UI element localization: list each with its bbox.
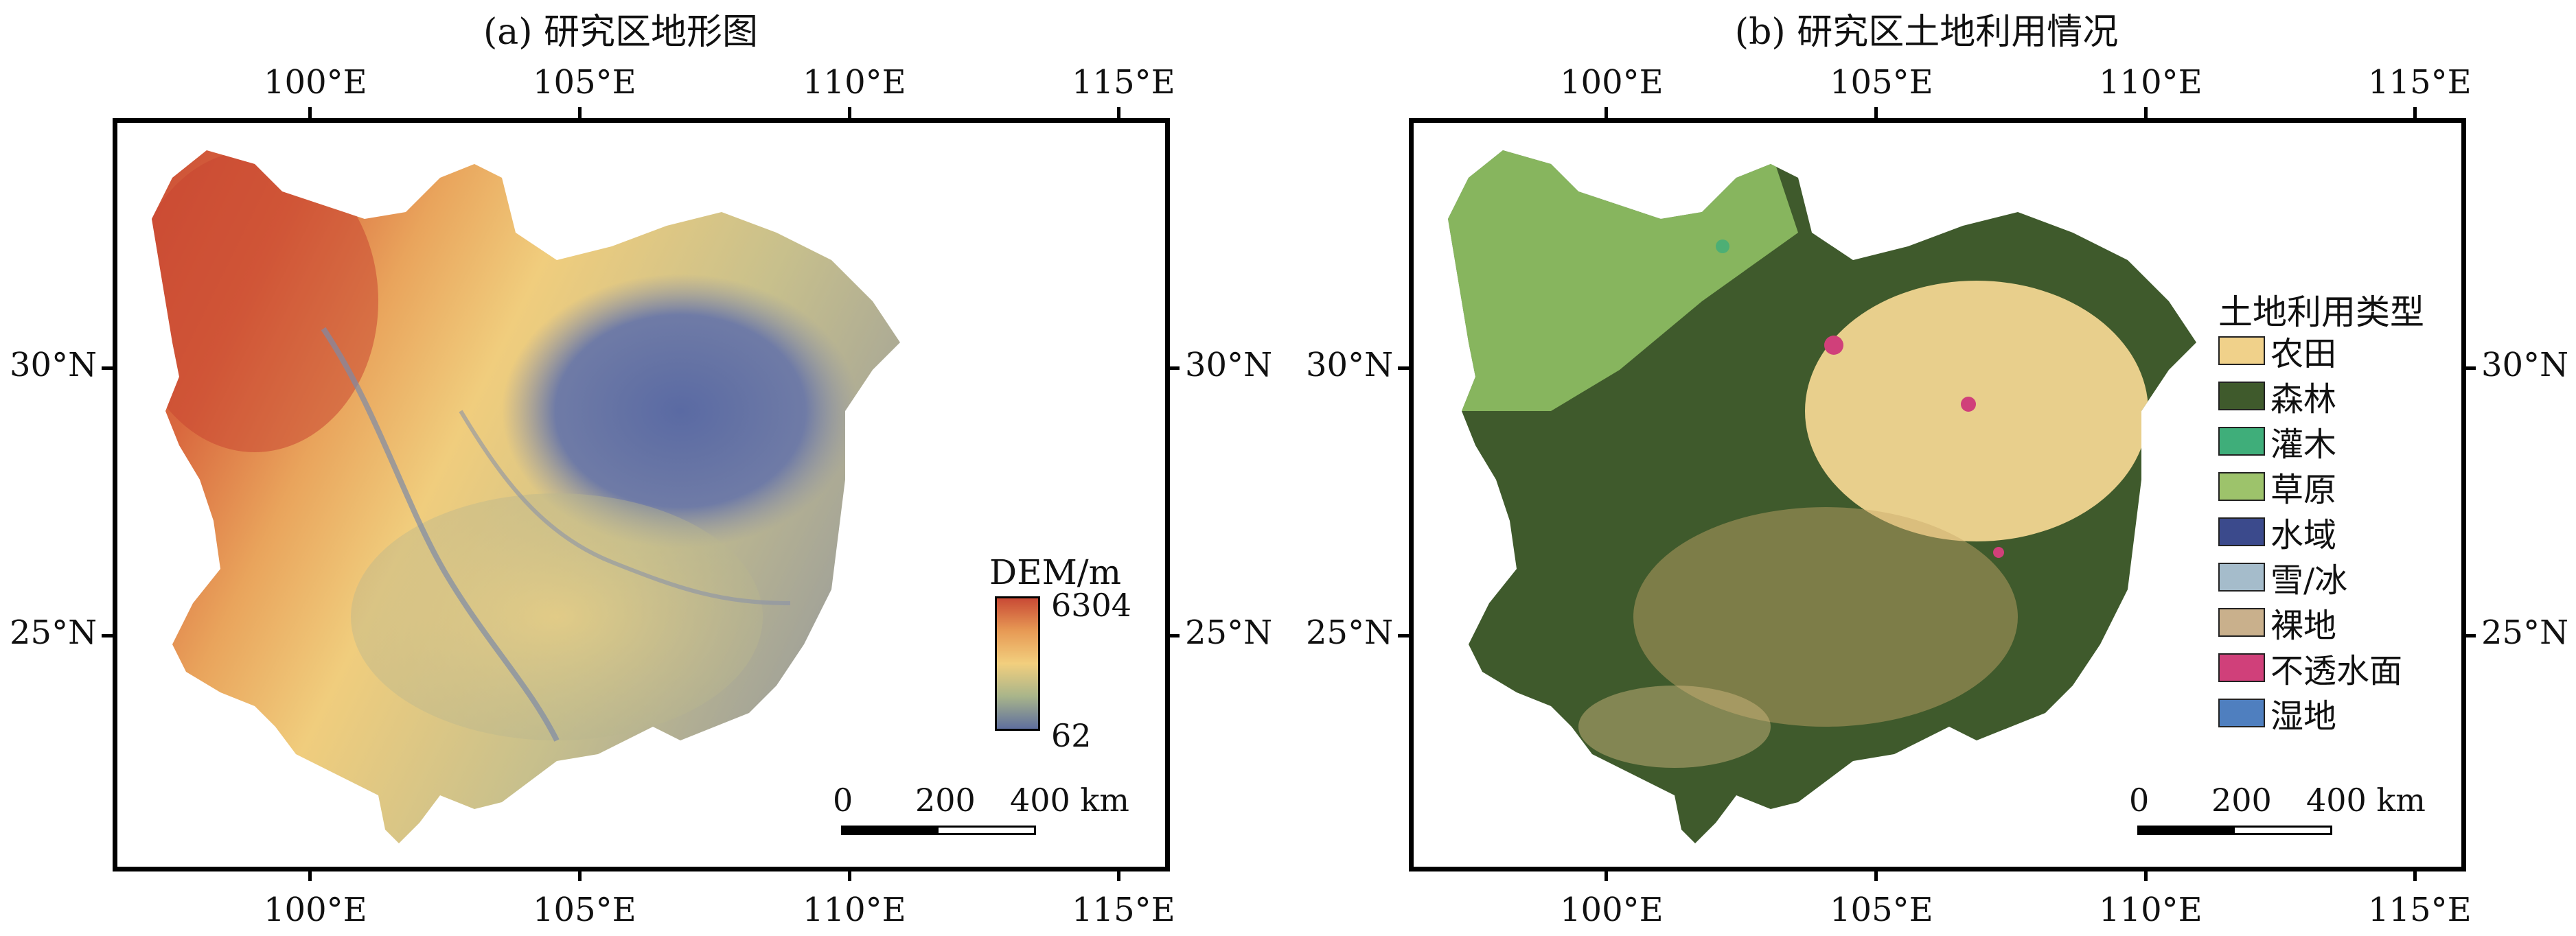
panel-a-tick-mark bbox=[1117, 107, 1120, 119]
legend-swatch bbox=[2218, 563, 2265, 592]
panel-b-bottom-tick-110e: 110°E bbox=[2099, 891, 2203, 929]
legend-label: 水域 bbox=[2270, 516, 2337, 554]
panel-a-tick-mark bbox=[578, 869, 582, 881]
scalebar-label-0: 0 bbox=[833, 782, 853, 819]
legend-item-water: 水域 bbox=[2218, 514, 2336, 554]
legend-item-grassland: 草原 bbox=[2218, 469, 2336, 509]
panel-a-title: (a) 研究区地形图 bbox=[483, 12, 759, 53]
legend-swatch bbox=[2218, 382, 2265, 410]
panel-a-map-frame: DEM/m 6304 62 0 200 400 km bbox=[113, 118, 1170, 871]
panel-a-right-tick-25n: 25°N bbox=[1185, 613, 1273, 652]
panel-a-tick-mark bbox=[102, 634, 114, 637]
panel-a-tick-mark bbox=[308, 107, 312, 119]
panel-b-top-tick-105e: 105°E bbox=[1830, 63, 1933, 102]
panel-b-top-tick-110e: 110°E bbox=[2099, 63, 2203, 102]
panel-a-tick-mark bbox=[102, 366, 114, 370]
panel-a-tick-mark bbox=[1117, 869, 1120, 881]
dem-colorbar-max-label: 6304 bbox=[1051, 587, 1132, 624]
panel-a-bottom-tick-110e: 110°E bbox=[803, 891, 906, 929]
legend-swatch bbox=[2218, 336, 2265, 365]
panel-b-map-frame: 土地利用类型 农田 森林 灌木 草原 水域 bbox=[1409, 118, 2466, 871]
legend-item-wetland: 湿地 bbox=[2218, 695, 2336, 736]
legend-label: 湿地 bbox=[2270, 697, 2337, 736]
scalebar-label-0: 0 bbox=[2129, 782, 2150, 819]
scale-bar bbox=[841, 826, 1036, 835]
legend-swatch bbox=[2218, 699, 2265, 727]
legend-item-forest: 森林 bbox=[2218, 378, 2336, 419]
panel-b-left-tick-30n: 30°N bbox=[1306, 346, 1394, 384]
legend-label: 裸地 bbox=[2270, 607, 2337, 645]
panel-b-title: (b) 研究区土地利用情况 bbox=[1734, 12, 2119, 53]
panel-b-tick-mark bbox=[2463, 366, 2476, 370]
panel-b-tick-mark bbox=[2413, 107, 2417, 119]
scale-bar bbox=[2137, 826, 2332, 835]
panel-b-right-tick-30n: 30°N bbox=[2481, 346, 2569, 384]
panel-b-top-tick-115e: 115°E bbox=[2368, 63, 2472, 102]
scalebar-label-400km: 400 km bbox=[1010, 782, 1129, 819]
panel-b-tick-mark bbox=[2413, 869, 2417, 881]
panel-b-top-tick-100e: 100°E bbox=[1560, 63, 1664, 102]
panel-a-left-tick-25n: 25°N bbox=[10, 613, 97, 652]
legend-label: 不透水面 bbox=[2270, 652, 2403, 690]
panel-a-left-tick-30n: 30°N bbox=[10, 346, 97, 384]
legend-swatch bbox=[2218, 608, 2265, 637]
panel-a-bottom-tick-115e: 115°E bbox=[1072, 891, 1175, 929]
panel-a-tick-mark bbox=[848, 869, 851, 881]
panel-b-tick-mark bbox=[2144, 107, 2148, 119]
land-use-legend-title: 土地利用类型 bbox=[2218, 292, 2424, 332]
panel-a-top-tick-105e: 105°E bbox=[533, 63, 636, 102]
panel-b-tick-mark bbox=[2144, 869, 2148, 881]
legend-item-snow-ice: 雪/冰 bbox=[2218, 559, 2347, 600]
panel-b-bottom-tick-100e: 100°E bbox=[1560, 891, 1664, 929]
legend-item-cropland: 农田 bbox=[2218, 333, 2336, 373]
panel-b-tick-mark bbox=[1605, 107, 1608, 119]
panel-a-tick-mark bbox=[1167, 634, 1180, 637]
panel-b-bottom-tick-115e: 115°E bbox=[2368, 891, 2472, 929]
scalebar-label-200: 200 bbox=[915, 782, 976, 819]
legend-label: 草原 bbox=[2270, 471, 2337, 509]
panel-b-left-tick-25n: 25°N bbox=[1306, 613, 1394, 652]
panel-b-tick-mark bbox=[1398, 366, 1410, 370]
panel-b-tick-mark bbox=[1398, 634, 1410, 637]
legend-item-impervious: 不透水面 bbox=[2218, 650, 2402, 690]
scalebar-label-400km: 400 km bbox=[2306, 782, 2426, 819]
panel-b-tick-mark bbox=[1605, 869, 1608, 881]
panel-a-tick-mark bbox=[1167, 366, 1180, 370]
dem-terrain-map bbox=[152, 150, 900, 843]
panel-a-bottom-tick-105e: 105°E bbox=[533, 891, 636, 929]
panel-a-bottom-tick-100e: 100°E bbox=[264, 891, 367, 929]
panel-b-right-tick-25n: 25°N bbox=[2481, 613, 2569, 652]
legend-swatch bbox=[2218, 653, 2265, 682]
panel-a-top-tick-110e: 110°E bbox=[803, 63, 906, 102]
dem-colorbar bbox=[995, 596, 1040, 731]
legend-swatch bbox=[2218, 427, 2265, 456]
legend-label: 森林 bbox=[2270, 380, 2337, 419]
panel-b-bottom-tick-105e: 105°E bbox=[1830, 891, 1933, 929]
panel-a-top-tick-100e: 100°E bbox=[264, 63, 367, 102]
panel-a-tick-mark bbox=[578, 107, 582, 119]
panel-b-tick-mark bbox=[2463, 634, 2476, 637]
scalebar-label-200: 200 bbox=[2211, 782, 2272, 819]
panel-a-tick-mark bbox=[848, 107, 851, 119]
panel-b-tick-mark bbox=[1874, 869, 1878, 881]
panel-a-right-tick-30n: 30°N bbox=[1185, 346, 1273, 384]
legend-item-shrubland: 灌木 bbox=[2218, 423, 2336, 464]
panel-a-top-tick-115e: 115°E bbox=[1072, 63, 1175, 102]
legend-label: 雪/冰 bbox=[2270, 561, 2348, 600]
land-use-map bbox=[1448, 150, 2196, 843]
legend-swatch bbox=[2218, 517, 2265, 546]
panel-a-tick-mark bbox=[308, 869, 312, 881]
legend-item-barren: 裸地 bbox=[2218, 605, 2336, 645]
legend-swatch bbox=[2218, 472, 2265, 501]
dem-colorbar-title: DEM/m bbox=[989, 552, 1122, 592]
dem-colorbar-min-label: 62 bbox=[1051, 717, 1092, 754]
panel-b-tick-mark bbox=[1874, 107, 1878, 119]
legend-label: 灌木 bbox=[2270, 425, 2337, 464]
legend-label: 农田 bbox=[2270, 335, 2337, 373]
